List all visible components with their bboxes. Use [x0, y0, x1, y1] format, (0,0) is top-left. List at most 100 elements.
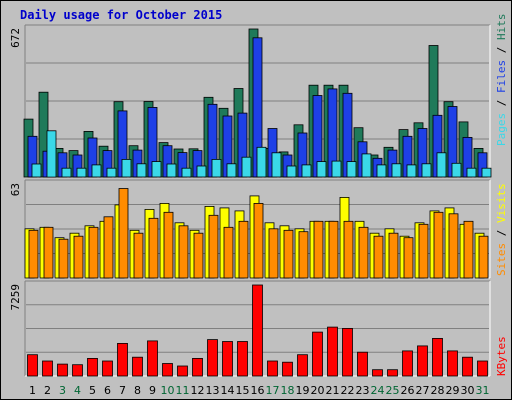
- x-tick-label-11: 11: [176, 384, 190, 397]
- bar-kbytes-day-4: [72, 364, 83, 377]
- bar-pages-day-31: [481, 167, 492, 178]
- bar-pages-day-7: [121, 158, 132, 178]
- bar-kbytes-day-14: [222, 341, 233, 377]
- bar-kbytes-day-28: [432, 337, 443, 377]
- bar-kbytes-day-20: [312, 331, 323, 377]
- bar-sites-day-8: [133, 232, 144, 279]
- legend-requests: Pages / Files / Hits: [495, 14, 508, 147]
- bar-kbytes-day-7: [117, 342, 128, 377]
- bar-pages-day-6: [106, 167, 117, 178]
- bar-sites-day-16: [253, 202, 264, 279]
- bar-kbytes-day-12: [192, 357, 203, 377]
- bar-sites-day-11: [178, 225, 189, 279]
- x-tick-label-27: 27: [416, 384, 430, 397]
- bar-sites-day-28: [433, 211, 444, 279]
- bar-kbytes-day-10: [162, 363, 173, 377]
- x-tick-label-30: 30: [461, 384, 475, 397]
- x-tick-label-29: 29: [446, 384, 460, 397]
- bar-kbytes-day-3: [57, 363, 68, 377]
- x-tick-label-14: 14: [221, 384, 235, 397]
- bar-pages-day-23: [361, 153, 372, 178]
- bar-pages-day-18: [286, 165, 297, 178]
- bar-kbytes-day-31: [477, 360, 488, 377]
- bar-kbytes-day-27: [417, 345, 428, 377]
- bar-sites-day-14: [223, 226, 234, 279]
- bar-sites-day-23: [358, 226, 369, 279]
- bar-sites-day-10: [163, 211, 174, 279]
- x-tick-label-20: 20: [311, 384, 325, 397]
- bar-kbytes-day-30: [462, 356, 473, 377]
- x-tick-label-6: 6: [104, 384, 111, 397]
- bar-pages-day-4: [76, 167, 87, 178]
- bar-kbytes-day-29: [447, 350, 458, 377]
- bar-kbytes-day-23: [357, 351, 368, 377]
- bar-sites-day-25: [388, 232, 399, 279]
- x-tick-label-17: 17: [266, 384, 280, 397]
- bar-sites-day-17: [268, 228, 279, 279]
- x-tick-label-7: 7: [119, 384, 126, 397]
- y-max-label: 63: [9, 183, 22, 196]
- bar-pages-day-16: [256, 146, 267, 178]
- bar-kbytes-day-6: [102, 360, 113, 377]
- x-tick-label-13: 13: [206, 384, 220, 397]
- bar-sites-day-1: [28, 229, 39, 279]
- bar-pages-day-25: [391, 163, 402, 178]
- bar-sites-day-22: [343, 220, 354, 279]
- bar-pages-day-12: [196, 165, 207, 178]
- x-tick-label-19: 19: [296, 384, 310, 397]
- bar-sites-day-18: [283, 229, 294, 279]
- x-tick-label-15: 15: [236, 384, 250, 397]
- x-tick-label-28: 28: [431, 384, 445, 397]
- bar-sites-day-19: [298, 231, 309, 279]
- bar-kbytes-day-13: [207, 339, 218, 377]
- bar-sites-day-3: [58, 238, 69, 279]
- bar-sites-day-2: [43, 226, 54, 279]
- bar-pages-day-24: [376, 164, 387, 178]
- bar-kbytes-day-2: [42, 360, 53, 377]
- bar-kbytes-day-11: [177, 365, 188, 377]
- bar-sites-day-24: [373, 235, 384, 279]
- bar-sites-day-9: [148, 217, 159, 279]
- bar-kbytes-day-17: [267, 360, 278, 377]
- bar-kbytes-day-1: [27, 354, 38, 377]
- bar-pages-day-14: [226, 163, 237, 178]
- bar-pages-day-1: [31, 163, 42, 178]
- panel-kbytes: 7259: [9, 280, 491, 377]
- bar-kbytes-day-19: [297, 354, 308, 377]
- bar-sites-day-4: [73, 235, 84, 279]
- bar-pages-day-8: [136, 163, 147, 178]
- x-tick-label-31: 31: [476, 384, 490, 397]
- bar-sites-day-26: [403, 237, 414, 279]
- bar-pages-day-2: [46, 130, 57, 178]
- bar-sites-day-29: [448, 213, 459, 279]
- bar-pages-day-26: [406, 164, 417, 178]
- x-tick-label-26: 26: [401, 384, 415, 397]
- x-tick-label-10: 10: [161, 384, 175, 397]
- bar-pages-day-21: [331, 160, 342, 178]
- x-tick-label-5: 5: [89, 384, 96, 397]
- y-max-label: 7259: [9, 284, 22, 311]
- bar-sites-day-12: [193, 232, 204, 279]
- x-tick-label-4: 4: [74, 384, 81, 397]
- bar-kbytes-day-5: [87, 357, 98, 377]
- x-tick-label-8: 8: [134, 384, 141, 397]
- x-tick-label-2: 2: [44, 384, 51, 397]
- x-tick-label-9: 9: [149, 384, 156, 397]
- x-tick-label-25: 25: [386, 384, 400, 397]
- bar-pages-day-28: [436, 152, 447, 178]
- bar-pages-day-11: [181, 167, 192, 178]
- bar-sites-day-7: [118, 188, 129, 279]
- bar-sites-day-20: [313, 220, 324, 279]
- bar-sites-day-13: [208, 214, 219, 279]
- x-tick-label-3: 3: [59, 384, 66, 397]
- x-tick-label-12: 12: [191, 384, 205, 397]
- bar-sites-day-30: [463, 220, 474, 279]
- bar-kbytes-day-8: [132, 356, 143, 377]
- x-tick-label-23: 23: [356, 384, 370, 397]
- bar-pages-day-17: [271, 152, 282, 178]
- bar-sites-day-31: [478, 235, 489, 279]
- panel-requests: 672: [9, 24, 492, 178]
- x-tick-label-16: 16: [251, 384, 265, 397]
- panel-visitors: 63: [9, 179, 491, 279]
- bar-sites-day-21: [328, 220, 339, 279]
